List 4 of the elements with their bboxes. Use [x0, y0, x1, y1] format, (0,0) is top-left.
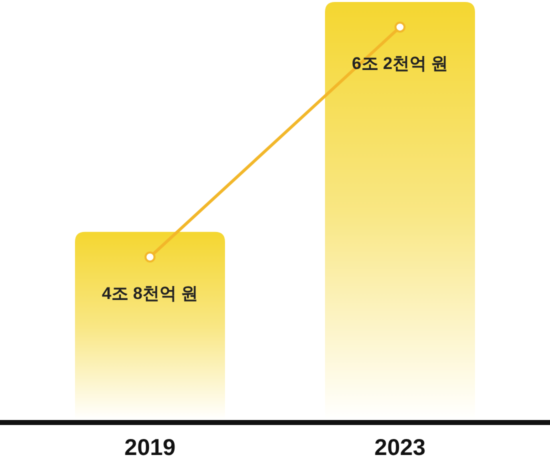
annotation: 4조 8천억 원 [102, 284, 198, 303]
x-tick-label: 2019 [124, 434, 176, 460]
x-tick-label: 2023 [374, 434, 426, 460]
annotation: 6조 2천억 원 [352, 54, 448, 74]
